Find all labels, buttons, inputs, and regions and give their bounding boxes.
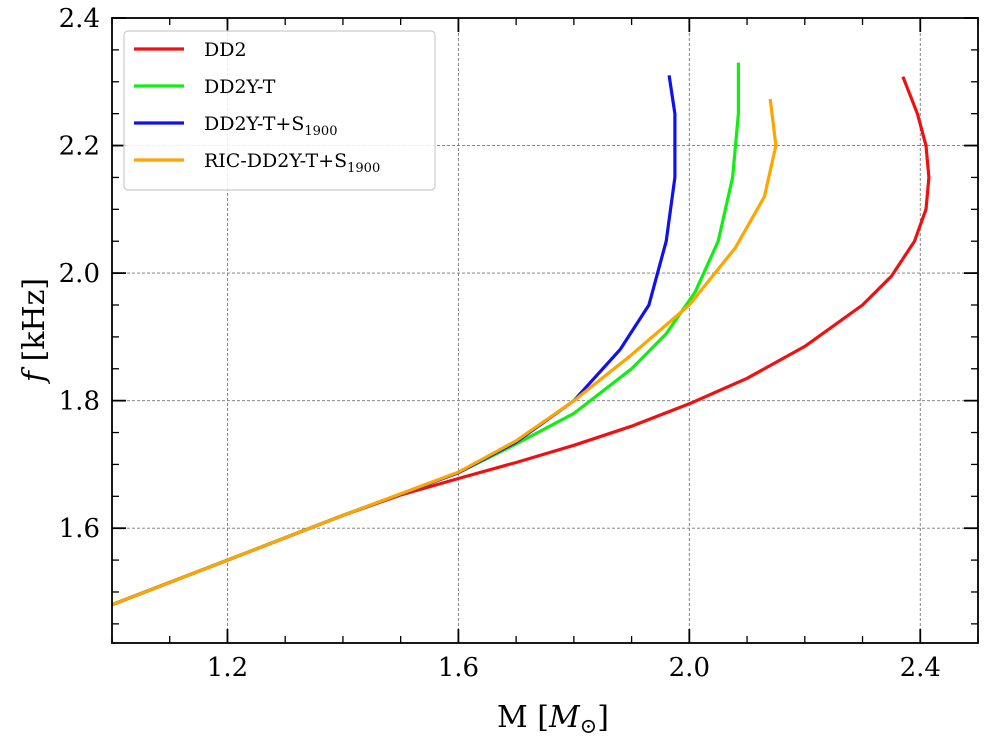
series-layer	[112, 62, 931, 607]
y-tick-label: 1.6	[59, 514, 100, 544]
x-axis-title-close: ]	[597, 700, 609, 735]
legend-label-sub: 1900	[347, 161, 380, 176]
legend-label: DD2Y-T+S1900	[204, 113, 337, 139]
plot-frame	[111, 17, 979, 644]
legend-box	[123, 30, 436, 191]
legend-label-main: DD2Y-T+S	[204, 113, 304, 135]
x-axis-title-main: M [	[497, 700, 549, 735]
y-tick-label: 1.8	[59, 387, 100, 417]
x-tick-label: 2.0	[669, 653, 710, 683]
y-tick-label: 2.0	[59, 259, 100, 289]
y-tick-label: 2.2	[59, 132, 100, 162]
legend-label: DD2	[204, 39, 247, 61]
x-tick-label: 1.6	[438, 653, 479, 683]
legend-label: DD2Y-T	[204, 76, 276, 98]
legend-label: RIC-DD2Y-T+S1900	[204, 150, 380, 176]
legend-label-main: DD2	[204, 39, 247, 61]
x-axis-title-sub: ⊙	[580, 714, 598, 738]
legend-label-main: RIC-DD2Y-T+S	[204, 150, 347, 172]
x-axis-title: M [M⊙]	[497, 700, 609, 738]
y-axis-title: f [kHz]	[17, 278, 52, 384]
x-tick-label: 2.4	[900, 653, 941, 683]
legend-label-sub: 1900	[304, 124, 337, 139]
x-axis-title-symbol: M	[548, 700, 581, 735]
y-tick-label: 2.4	[59, 4, 100, 34]
series-line-ric-dd2y-t-s-1900	[112, 98, 778, 607]
legend-label-main: DD2Y-T	[204, 76, 276, 98]
y-axis-title-rest: [kHz]	[17, 278, 52, 371]
x-tick-label: 1.2	[207, 653, 248, 683]
